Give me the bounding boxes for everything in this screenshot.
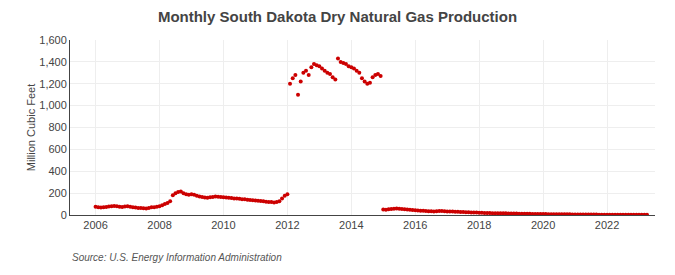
svg-text:2020: 2020 <box>531 219 555 231</box>
svg-text:800: 800 <box>48 121 66 133</box>
svg-text:200: 200 <box>48 187 66 199</box>
svg-text:0: 0 <box>61 209 67 221</box>
svg-text:2018: 2018 <box>467 219 491 231</box>
svg-text:2016: 2016 <box>403 219 427 231</box>
svg-text:1,200: 1,200 <box>39 78 67 90</box>
svg-text:Source: U.S. Energy Informatio: Source: U.S. Energy Information Administ… <box>72 252 282 263</box>
svg-text:2006: 2006 <box>83 219 107 231</box>
svg-text:2012: 2012 <box>275 219 299 231</box>
svg-text:1,000: 1,000 <box>39 99 67 111</box>
svg-text:Monthly South Dakota Dry Natur: Monthly South Dakota Dry Natural Gas Pro… <box>158 8 517 25</box>
svg-text:2022: 2022 <box>595 219 619 231</box>
svg-text:2014: 2014 <box>339 219 363 231</box>
svg-text:400: 400 <box>48 165 66 177</box>
svg-text:600: 600 <box>48 143 66 155</box>
svg-text:1,400: 1,400 <box>39 56 67 68</box>
svg-text:2010: 2010 <box>211 219 235 231</box>
svg-text:2008: 2008 <box>147 219 171 231</box>
svg-text:1,600: 1,600 <box>39 34 67 46</box>
svg-text:Million Cubic Feet: Million Cubic Feet <box>25 84 37 171</box>
